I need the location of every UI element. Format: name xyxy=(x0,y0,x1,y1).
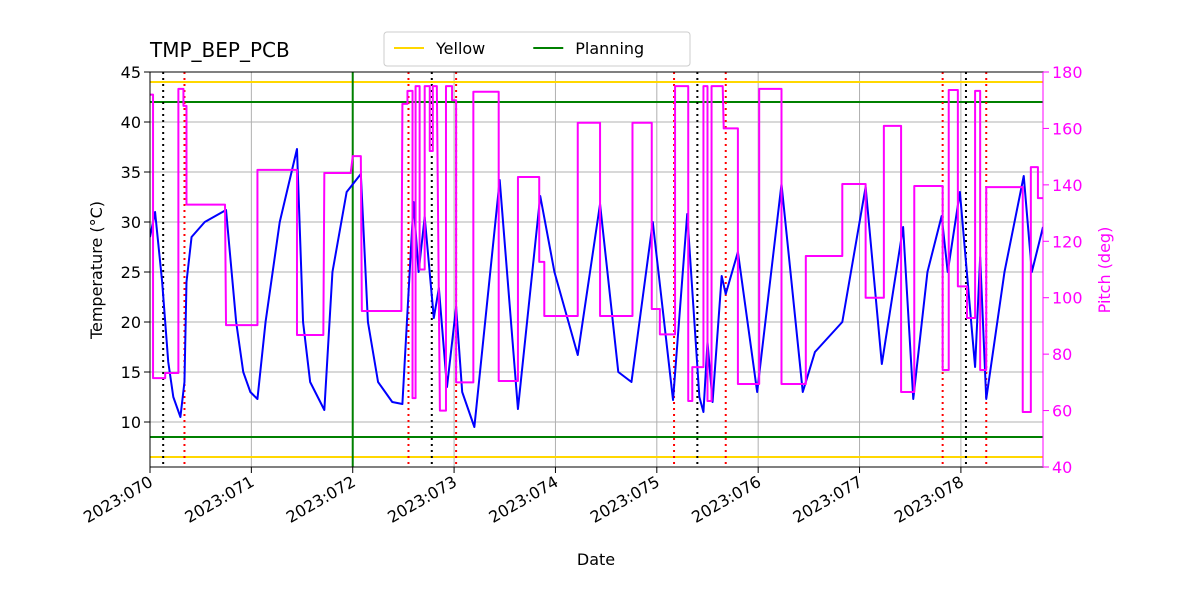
series-line xyxy=(150,148,1043,428)
legend-label: Planning xyxy=(575,39,644,58)
x-tick-label: 2023:072 xyxy=(283,472,359,527)
x-tick-label: 2023:077 xyxy=(790,472,866,527)
y-tick-label: 10 xyxy=(121,413,141,432)
x-tick-label: 2023:074 xyxy=(486,472,562,527)
y-tick-label: 35 xyxy=(121,163,141,182)
y2-tick-label: 40 xyxy=(1052,458,1072,477)
x-tick-label: 2023:070 xyxy=(80,472,156,527)
y2-tick-label: 140 xyxy=(1052,176,1083,195)
x-tick-label: 2023:075 xyxy=(587,472,663,527)
chart-title: TMP_BEP_PCB xyxy=(149,38,290,62)
y-tick-label: 15 xyxy=(121,363,141,382)
y-tick-label: 45 xyxy=(121,63,141,82)
y-tick-label: 20 xyxy=(121,313,141,332)
series-line xyxy=(150,85,1043,413)
y-axis-label: Temperature (°C) xyxy=(87,201,106,340)
y2-axis-label: Pitch (deg) xyxy=(1095,227,1114,314)
y2-tick-label: 100 xyxy=(1052,289,1083,308)
plot-area xyxy=(150,72,1043,467)
y2-tick-label: 180 xyxy=(1052,63,1083,82)
y-tick-label: 40 xyxy=(121,113,141,132)
y-tick-label: 30 xyxy=(121,213,141,232)
x-tick-label: 2023:073 xyxy=(384,472,460,527)
y2-tick-label: 120 xyxy=(1052,232,1083,251)
plot-frame xyxy=(149,71,1044,468)
x-tick-label: 2023:071 xyxy=(181,472,257,527)
x-tick-label: 2023:078 xyxy=(891,472,967,527)
x-axis-label: Date xyxy=(577,550,615,569)
y2-tick-label: 80 xyxy=(1052,345,1072,364)
legend-label: Yellow xyxy=(435,39,485,58)
y2-tick-label: 160 xyxy=(1052,119,1083,138)
y2-tick-label: 60 xyxy=(1052,402,1072,421)
y-tick-label: 25 xyxy=(121,263,141,282)
x-tick-label: 2023:076 xyxy=(688,472,764,527)
